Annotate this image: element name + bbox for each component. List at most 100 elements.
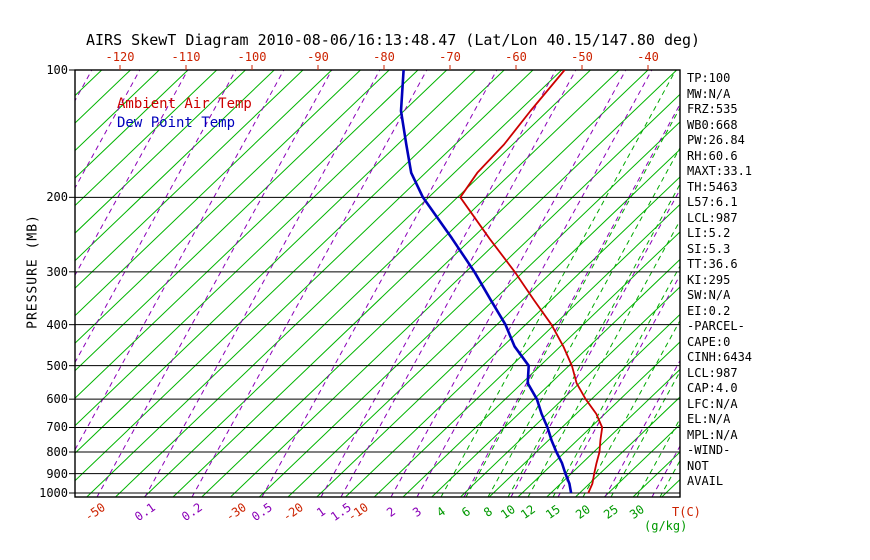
top-temp-label: -50 — [571, 50, 593, 64]
isotherm-line — [75, 70, 189, 179]
pressure-tick-label: 600 — [46, 392, 68, 407]
stats-line: MPL:N/A — [687, 427, 738, 442]
stats-line: EI:0.2 — [687, 303, 731, 318]
isotherm-line — [75, 70, 218, 207]
pressure-tick-label: 1000 — [39, 486, 68, 500]
moist-adiabat-line — [557, 274, 680, 497]
stats-line: EL:N/A — [687, 412, 731, 426]
stats-line: RH:60.6 — [687, 148, 738, 163]
legend-dew-point-label: Dew Point Temp — [117, 115, 236, 131]
top-temp-label: -120 — [105, 50, 135, 64]
pressure-tick-label: 100 — [46, 63, 68, 77]
moist-adiabat-line — [144, 70, 381, 497]
mixing-ratio-line — [552, 265, 680, 497]
mixing-ratio-line — [440, 70, 677, 497]
chart-title: AIRS SkewT Diagram 2010-08-06/16:13:48.4… — [86, 31, 701, 49]
stats-line: MW:N/A — [687, 86, 731, 101]
moist-adiabat-line — [604, 359, 680, 497]
mixing-ratio-line — [636, 417, 680, 497]
background-lines — [75, 70, 680, 497]
mixing-ratio-line — [465, 106, 680, 497]
mixing-ratio-line — [487, 146, 680, 497]
isotherm-line — [373, 203, 680, 497]
moist-adiabat-line — [416, 70, 653, 497]
stats-line: TP:100 — [687, 71, 731, 85]
isotherm-line — [460, 286, 680, 497]
stats-line: -PARCEL- — [687, 319, 745, 333]
top-temp-label: -60 — [505, 50, 527, 64]
mixing-ratio-line — [610, 370, 680, 497]
stats-line: CAPE:0 — [687, 334, 731, 349]
isotherm-line — [75, 70, 333, 317]
isotherm-line — [603, 423, 680, 497]
isotherm-line — [345, 176, 680, 497]
pressure-tick-label: 900 — [46, 466, 68, 481]
moist-adiabat-line — [340, 70, 577, 497]
moist-adiabat-line — [651, 445, 680, 497]
top-temp-label: -100 — [237, 50, 267, 64]
plot-border — [74, 69, 681, 498]
stats-line: TT:36.6 — [687, 257, 738, 271]
moist-adiabat-line — [510, 188, 680, 497]
mixing-unit-label: (g/kg) — [644, 519, 688, 533]
top-temp-label: -110 — [171, 50, 201, 64]
pressure-tick-label: 500 — [46, 358, 68, 373]
stats-line: LCL:987 — [687, 365, 738, 380]
stats-line: SI:5.3 — [687, 241, 731, 256]
isotherm-line — [75, 70, 246, 234]
isotherm-line — [201, 70, 649, 497]
moist-adiabat-line — [75, 70, 285, 451]
pressure-tick-label: 400 — [46, 317, 68, 332]
moist-adiabat-line — [390, 70, 627, 497]
isotherm-line — [75, 70, 160, 152]
stats-line: LI:5.2 — [687, 226, 731, 240]
mixing-ratio-line — [582, 319, 680, 497]
moist-adiabat-line — [463, 103, 680, 497]
moist-adiabat-line — [320, 70, 557, 497]
isotherm-line — [115, 70, 563, 497]
moist-adiabat-line — [261, 70, 498, 497]
isotherm-line — [431, 258, 680, 497]
moist-adiabat-line — [96, 70, 333, 497]
stats-line: TH:5463 — [687, 179, 738, 194]
temp-unit-label: T(C) — [672, 505, 701, 519]
top-temp-label: -90 — [307, 50, 329, 64]
isotherm-line — [172, 70, 620, 497]
temperature-curve — [459, 70, 604, 494]
stats-line: LCL:987 — [687, 210, 738, 225]
isotherm-line — [75, 70, 361, 344]
isotherm-line — [75, 70, 419, 399]
pressure-tick-label: 700 — [46, 420, 68, 435]
moist-adiabat-line — [75, 70, 189, 277]
stats-line: WB0:668 — [687, 117, 738, 132]
isotherm-line — [75, 70, 275, 262]
moist-adiabat-line — [75, 70, 141, 189]
stats-line: LFC:N/A — [687, 396, 738, 411]
stats-line: L57:6.1 — [687, 195, 738, 209]
stats-line: AVAIL — [687, 474, 724, 488]
isotherm-line — [230, 70, 678, 497]
stats-line: CAP:4.0 — [687, 381, 738, 395]
isotherm-line — [546, 368, 680, 497]
isotherm-line — [75, 70, 448, 427]
isotherm-line — [75, 70, 476, 454]
stats-line: PW:26.84 — [687, 133, 745, 147]
pressure-tick-label: 300 — [46, 264, 68, 279]
mixing-ratio-line — [527, 219, 680, 497]
dewpoint-curve — [399, 70, 573, 494]
moist-adiabat-line — [75, 70, 237, 364]
isotherm-line — [75, 70, 304, 289]
stats-line: FRZ:535 — [687, 102, 738, 116]
stats-panel: TP:100 MW:N/A FRZ:535 WB0:668 PW:26.84 RH:60.… — [687, 71, 752, 490]
stats-line: KI:295 — [687, 272, 731, 287]
stats-line: MAXT:33.1 — [687, 164, 753, 178]
pressure-tick-label: 800 — [46, 445, 68, 459]
top-temp-label: -70 — [439, 50, 461, 64]
stats-line: SW:N/A — [687, 288, 731, 302]
moist-adiabat-line — [191, 70, 428, 497]
isotherm-line — [143, 70, 591, 497]
stats-line: -WIND- — [687, 443, 731, 457]
isotherm-line — [316, 148, 680, 497]
